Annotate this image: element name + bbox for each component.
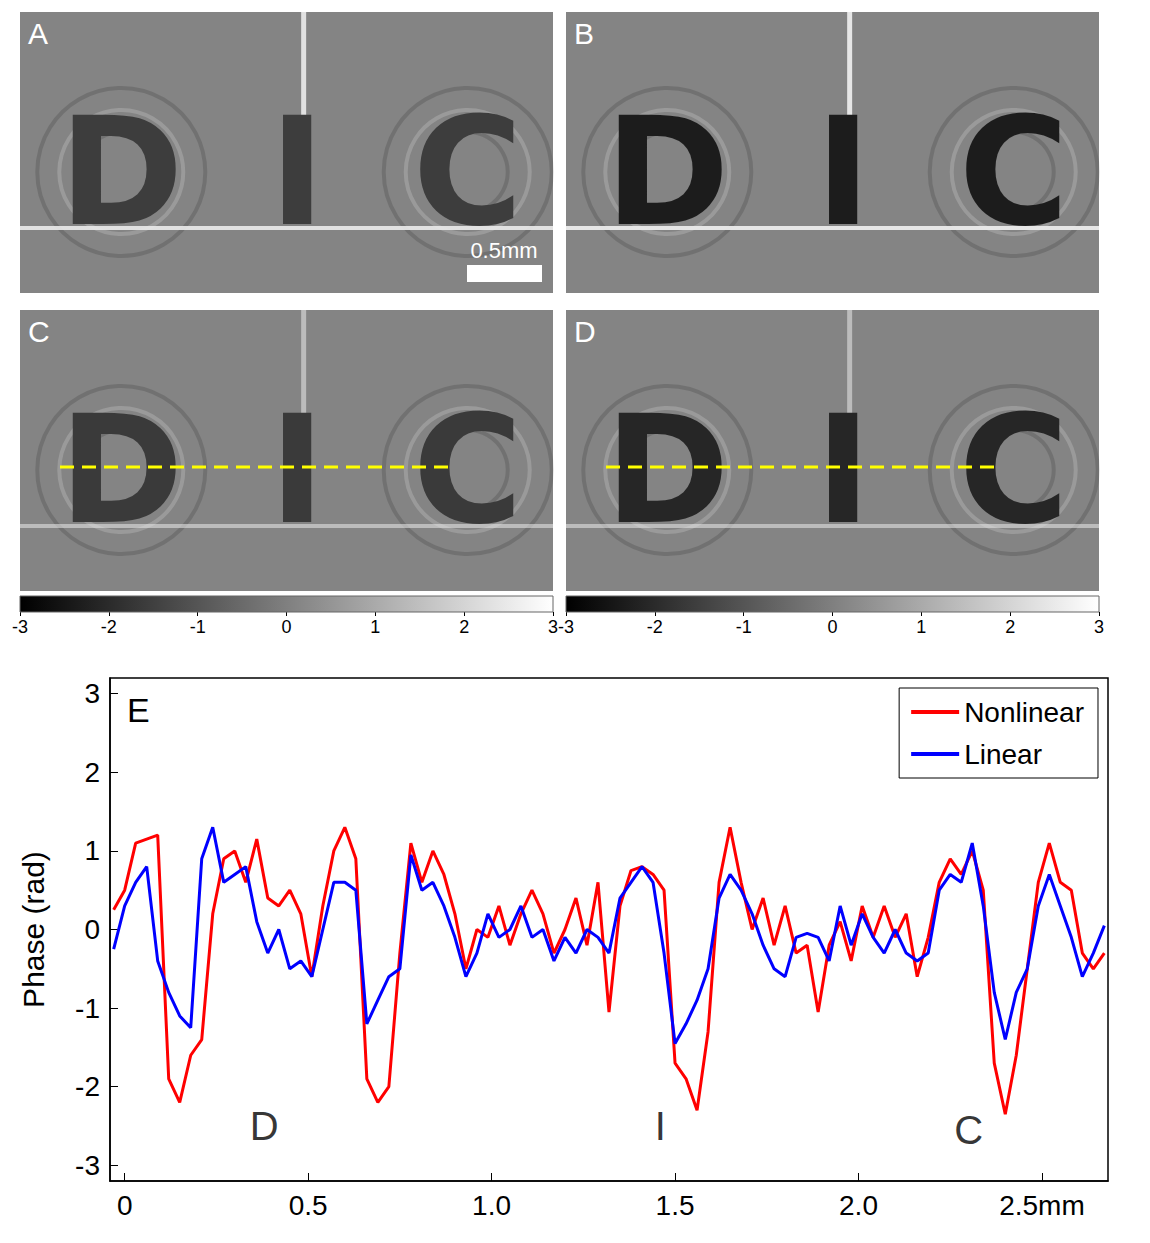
svg-text:-3: -3 (558, 617, 574, 637)
svg-text:D: D (605, 383, 730, 557)
svg-text:-2: -2 (101, 617, 117, 637)
svg-text:I: I (269, 85, 325, 259)
svg-text:2: 2 (459, 617, 469, 637)
svg-text:0: 0 (281, 617, 291, 637)
svg-text:Nonlinear: Nonlinear (964, 697, 1084, 728)
svg-text:I: I (269, 383, 325, 557)
svg-text:2: 2 (1005, 617, 1015, 637)
svg-text:Linear: Linear (964, 739, 1042, 770)
svg-text:1.5: 1.5 (656, 1190, 695, 1221)
svg-text:C: C (413, 383, 523, 557)
svg-text:3: 3 (548, 617, 558, 637)
svg-text:I: I (655, 1104, 666, 1148)
svg-text:D: D (574, 315, 596, 348)
svg-text:-2: -2 (647, 617, 663, 637)
svg-text:D: D (605, 85, 730, 259)
svg-text:-1: -1 (736, 617, 752, 637)
svg-text:I: I (815, 85, 871, 259)
svg-text:C: C (28, 315, 50, 348)
svg-text:D: D (59, 85, 184, 259)
svg-text:-2: -2 (75, 1071, 100, 1102)
svg-text:I: I (815, 383, 871, 557)
svg-text:0.5: 0.5 (289, 1190, 328, 1221)
svg-text:-3: -3 (75, 1150, 100, 1181)
svg-text:B: B (574, 17, 594, 50)
svg-text:-3: -3 (12, 617, 28, 637)
svg-text:A: A (28, 17, 48, 50)
svg-text:0: 0 (117, 1190, 133, 1221)
svg-text:0: 0 (84, 914, 100, 945)
svg-text:0.5mm: 0.5mm (470, 238, 537, 263)
svg-text:3: 3 (1094, 617, 1104, 637)
svg-text:C: C (954, 1108, 983, 1152)
svg-text:-1: -1 (75, 993, 100, 1024)
svg-text:1: 1 (84, 835, 100, 866)
svg-text:-1: -1 (190, 617, 206, 637)
svg-text:0: 0 (827, 617, 837, 637)
svg-text:3: 3 (84, 678, 100, 709)
svg-text:D: D (250, 1104, 279, 1148)
svg-text:1.0: 1.0 (472, 1190, 511, 1221)
svg-text:C: C (959, 383, 1069, 557)
svg-text:1: 1 (370, 617, 380, 637)
svg-text:2.5mm: 2.5mm (999, 1190, 1085, 1221)
svg-text:C: C (413, 85, 523, 259)
svg-text:1: 1 (916, 617, 926, 637)
svg-text:Phase (rad): Phase (rad) (17, 851, 50, 1008)
svg-text:D: D (59, 383, 184, 557)
svg-text:2: 2 (84, 757, 100, 788)
svg-text:2.0: 2.0 (839, 1190, 878, 1221)
svg-text:C: C (959, 85, 1069, 259)
svg-text:E: E (127, 691, 150, 729)
